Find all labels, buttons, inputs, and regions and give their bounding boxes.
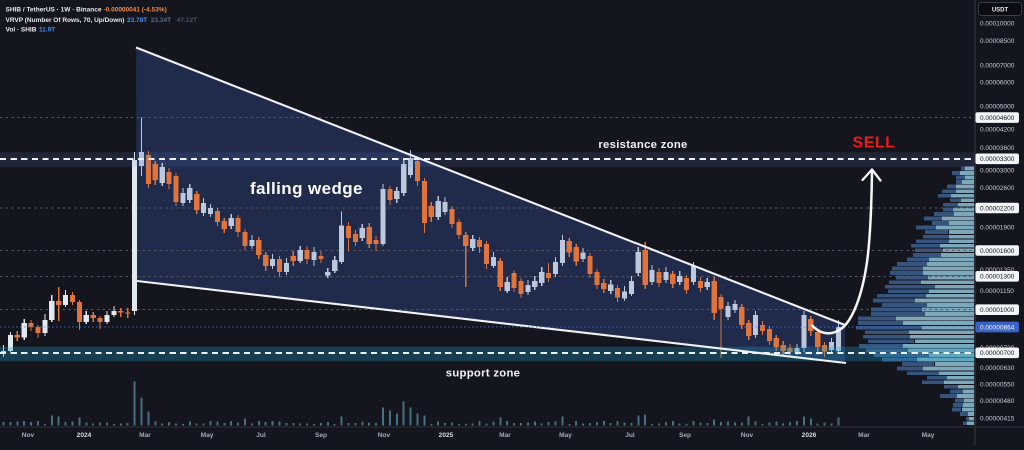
svg-text:0.00001900: 0.00001900 [980,224,1015,231]
svg-text:SELL: SELL [853,135,896,152]
svg-text:47.12T: 47.12T [177,17,197,24]
svg-text:0.00001600: 0.00001600 [980,248,1015,255]
svg-text:0.00004600: 0.00004600 [980,115,1015,122]
svg-text:Jul: Jul [256,432,266,439]
svg-text:falling wedge: falling wedge [250,179,363,198]
svg-text:0.00002200: 0.00002200 [980,205,1015,212]
svg-text:May: May [201,432,214,439]
svg-text:resistance zone: resistance zone [598,139,687,151]
svg-text:0.00004200: 0.00004200 [980,126,1015,133]
svg-text:Mar: Mar [499,432,511,439]
svg-text:0.00001350: 0.00001350 [980,267,1015,274]
svg-text:23.34T: 23.34T [151,17,171,24]
svg-text:Vol · SHIB: Vol · SHIB [6,26,37,33]
svg-text:Sep: Sep [679,432,691,439]
svg-text:0.00010000: 0.00010000 [980,20,1015,27]
svg-text:0.00000415: 0.00000415 [980,415,1015,422]
svg-text:-0.00000041 (-4.53%): -0.00000041 (-4.53%) [104,6,167,13]
svg-text:0.00000864: 0.00000864 [980,325,1015,332]
svg-text:Sep: Sep [315,432,327,439]
svg-text:Nov: Nov [22,432,35,439]
svg-text:0.00003300: 0.00003300 [980,156,1015,163]
svg-text:0.00005000: 0.00005000 [980,103,1015,110]
svg-text:Mar: Mar [858,432,870,439]
svg-text:0.00000550: 0.00000550 [980,381,1015,388]
svg-text:0.00001300: 0.00001300 [980,274,1015,281]
svg-text:0.00006000: 0.00006000 [980,79,1015,86]
svg-text:Nov: Nov [741,432,754,439]
svg-text:0.00008500: 0.00008500 [980,38,1015,45]
svg-text:0.00000630: 0.00000630 [980,365,1015,372]
svg-text:23.78T: 23.78T [127,17,147,24]
svg-text:Nov: Nov [378,432,391,439]
svg-text:0.00001150: 0.00001150 [980,288,1014,295]
svg-text:0.00003600: 0.00003600 [980,145,1015,152]
svg-text:USDT: USDT [992,8,1009,14]
svg-text:May: May [559,432,572,439]
svg-text:0.00000480: 0.00000480 [980,398,1015,405]
svg-text:support zone: support zone [446,368,521,380]
svg-text:SHIB / TetherUS · 1W · Binance: SHIB / TetherUS · 1W · Binance [6,6,102,13]
svg-text:0.00002600: 0.00002600 [980,185,1015,192]
svg-text:2024: 2024 [77,432,92,439]
svg-text:2026: 2026 [802,432,817,439]
svg-text:0.00000700: 0.00000700 [980,350,1015,357]
svg-text:VRVP (Number Of Rows, 70, Up/D: VRVP (Number Of Rows, 70, Up/Down) [6,17,125,24]
svg-text:May: May [922,432,935,439]
svg-text:0.00007000: 0.00007000 [980,62,1015,69]
svg-text:Jul: Jul [625,432,635,439]
svg-text:2025: 2025 [439,432,454,439]
svg-text:Mar: Mar [139,432,151,439]
svg-text:0.00003000: 0.00003000 [980,167,1015,174]
svg-text:0.00001000: 0.00001000 [980,307,1015,314]
svg-text:11.9T: 11.9T [39,26,55,33]
